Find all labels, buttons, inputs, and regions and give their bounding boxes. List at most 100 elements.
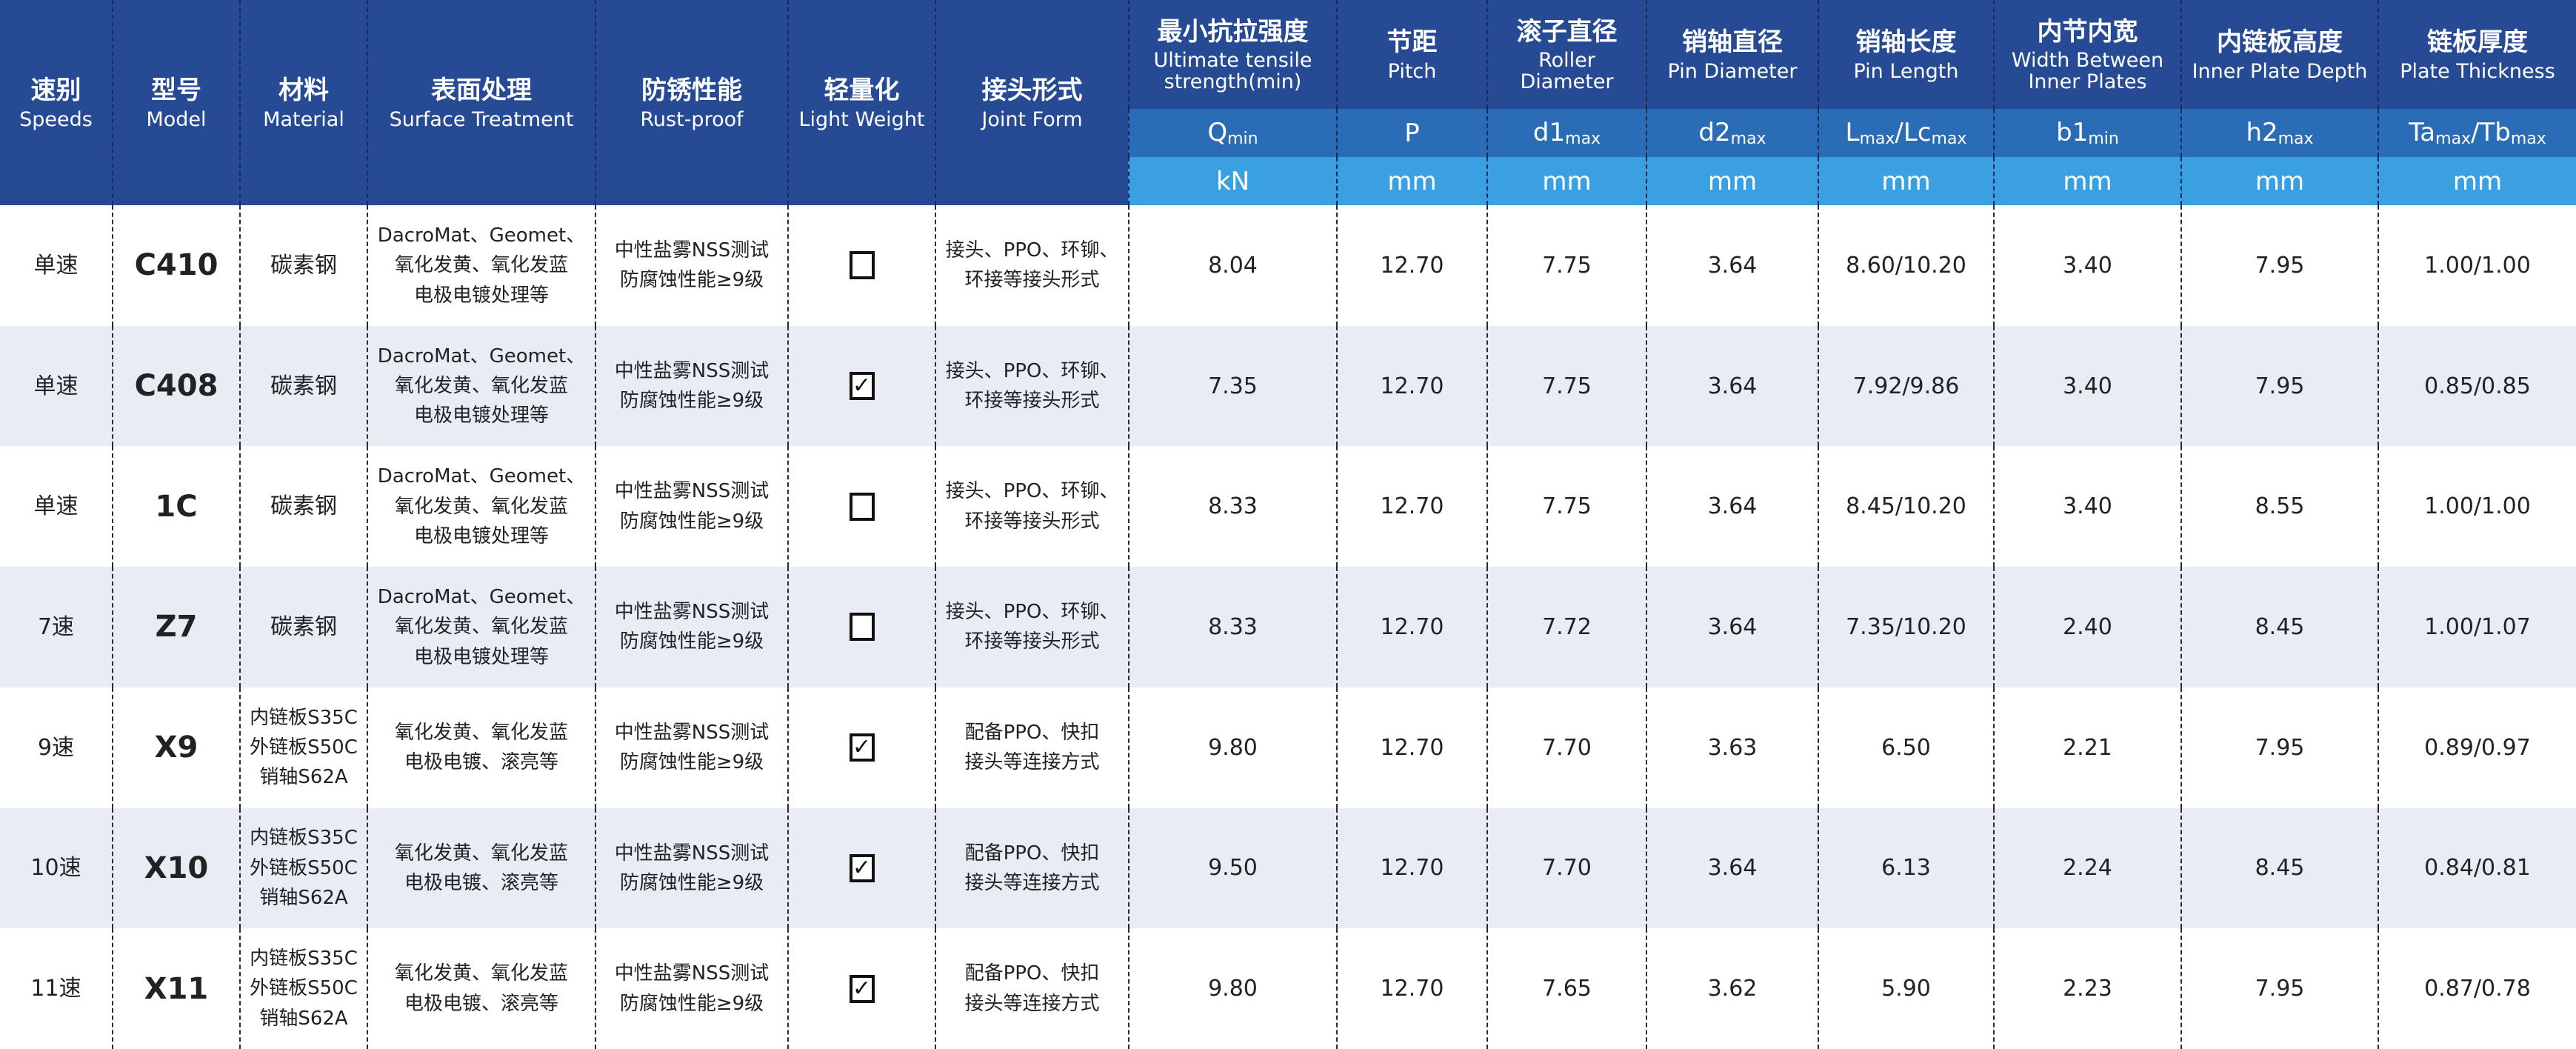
speed-text: 单速 <box>33 252 79 279</box>
checked-checkbox-icon: ✓ <box>849 372 875 401</box>
header-en: Light Weight <box>798 107 925 131</box>
cell-value-2: 7.75 <box>1486 205 1646 326</box>
cell-value-0: 9.80 <box>1128 928 1336 1049</box>
cell-value-6: 8.45 <box>2180 567 2378 687</box>
header-zh: 材料 <box>278 76 329 106</box>
cell-surface-treatment-line: 氧化发黄、氧化发蓝 <box>394 842 568 865</box>
value-text: 8.55 <box>2255 493 2305 520</box>
header-zh: 节距 <box>1387 27 1438 58</box>
cell-rust-proof-line: 中性盐雾NSS测试 <box>614 842 770 865</box>
cell-light-weight: ✓ <box>787 807 935 929</box>
cell-rust-proof-line: 中性盐雾NSS测试 <box>614 480 770 503</box>
column-header-width-between-inner-plates: 内节内宽 Width Between Inner Plates <box>1993 0 2180 109</box>
header-unit: mm <box>1993 157 2180 205</box>
cell-rust-proof-line: 中性盐雾NSS测试 <box>614 962 770 985</box>
cell-surface-treatment-line: 氧化发黄、氧化发蓝 <box>394 962 568 985</box>
cell-surface-treatment-line: DacroMat、Geomet、 <box>377 344 586 367</box>
value-text: 3.64 <box>1707 493 1758 520</box>
cell-surface-treatment-line: DacroMat、Geomet、 <box>377 586 586 609</box>
value-text: 7.72 <box>1542 613 1592 640</box>
cell-material-line: 销轴S62A <box>259 766 348 789</box>
cell-joint-form-line: 环接等接头形式 <box>964 510 1100 533</box>
cell-surface-treatment-line: 氧化发黄、氧化发蓝 <box>394 616 568 639</box>
cell-joint-form-line: 接头、PPO、环铆、 <box>945 601 1119 624</box>
model-text: X9 <box>154 730 198 765</box>
value-text: 1.00/1.07 <box>2424 613 2531 640</box>
cell-value-6: 8.55 <box>2180 446 2378 567</box>
speed-text: 单速 <box>33 493 79 520</box>
value-text: 3.40 <box>2063 493 2112 520</box>
cell-value-0: 9.50 <box>1128 807 1336 929</box>
cell-surface-treatment-line: 电极电镀处理等 <box>413 645 549 668</box>
cell-value-7: 1.00/1.00 <box>2378 205 2576 326</box>
column-header-light-weight: 轻量化 Light Weight <box>787 0 935 205</box>
cell-surface-treatment-line: 电极电镀处理等 <box>413 524 549 547</box>
cell-material-line: 碳素钢 <box>270 252 337 279</box>
symbol-text: d1max <box>1533 118 1601 148</box>
cell-material-line: 内链板S35C <box>250 948 358 970</box>
value-text: 7.95 <box>2255 252 2305 279</box>
value-text: 1.00/1.00 <box>2424 493 2531 520</box>
cell-rust-proof-line: 中性盐雾NSS测试 <box>614 601 770 624</box>
header-en: Ultimate tensile strength(min) <box>1153 49 1312 93</box>
column-header-speeds: 速别 Speeds <box>0 0 112 205</box>
header-zh: 表面处理 <box>431 76 532 106</box>
cell-joint-form-line: 接头等连接方式 <box>964 751 1100 774</box>
cell-rust-proof-line: 中性盐雾NSS测试 <box>614 721 770 744</box>
value-text: 8.33 <box>1208 493 1258 520</box>
cell-light-weight <box>787 446 935 567</box>
cell-value-4: 6.13 <box>1818 807 1993 929</box>
value-text: 0.84/0.81 <box>2424 855 2531 882</box>
value-text: 8.04 <box>1208 252 1258 279</box>
value-text: 3.63 <box>1707 734 1758 761</box>
cell-rust-proof: 中性盐雾NSS测试 防腐蚀性能≥9级 <box>595 807 787 929</box>
cell-value-5: 2.40 <box>1993 567 2180 687</box>
value-text: 7.70 <box>1542 855 1592 882</box>
value-text: 12.70 <box>1380 976 1444 1002</box>
cell-value-0: 8.33 <box>1128 446 1336 567</box>
column-header-pin-length: 销轴长度 Pin Length <box>1818 0 1993 109</box>
cell-model: 1C <box>112 446 239 567</box>
cell-material-line: 内链板S35C <box>250 827 358 850</box>
cell-value-2: 7.72 <box>1486 567 1646 687</box>
cell-material-line: 碳素钢 <box>270 373 337 399</box>
symbol-text: Qmin <box>1207 118 1258 148</box>
cell-value-7: 0.84/0.81 <box>2378 807 2576 929</box>
symbol-subscript: min <box>1227 130 1258 148</box>
cell-joint-form: 接头、PPO、环铆、 环接等接头形式 <box>935 446 1128 567</box>
cell-speed: 11速 <box>0 928 112 1049</box>
value-text: 9.80 <box>1208 976 1258 1002</box>
unchecked-checkbox-icon <box>849 492 875 521</box>
value-text: 7.75 <box>1542 252 1592 279</box>
cell-value-4: 6.50 <box>1818 687 1993 808</box>
cell-value-7: 0.87/0.78 <box>2378 928 2576 1049</box>
cell-surface-treatment-line: 氧化发黄、氧化发蓝 <box>394 374 568 397</box>
header-symbol: d2max <box>1646 109 1818 157</box>
cell-value-0: 8.04 <box>1128 205 1336 326</box>
speed-text: 10速 <box>30 855 81 882</box>
cell-model: C408 <box>112 325 239 447</box>
symbol-subscript: max <box>1859 130 1895 148</box>
cell-model: X11 <box>112 928 239 1049</box>
cell-value-2: 7.70 <box>1486 687 1646 808</box>
cell-value-3: 3.64 <box>1646 446 1818 567</box>
cell-light-weight: ✓ <box>787 325 935 447</box>
value-text: 8.60/10.20 <box>1846 252 1966 279</box>
header-en: Plate Thickness <box>2400 59 2555 83</box>
header-en: Joint Form <box>981 107 1083 131</box>
cell-speed: 单速 <box>0 325 112 447</box>
header-en: Material <box>263 107 344 131</box>
header-unit: mm <box>2378 157 2576 205</box>
value-text: 8.33 <box>1208 613 1258 640</box>
header-unit: mm <box>1646 157 1818 205</box>
speed-text: 7速 <box>37 613 75 640</box>
model-text: C408 <box>134 369 218 404</box>
cell-value-0: 7.35 <box>1128 325 1336 447</box>
cell-value-3: 3.63 <box>1646 687 1818 808</box>
cell-value-2: 7.75 <box>1486 325 1646 447</box>
cell-value-2: 7.75 <box>1486 446 1646 567</box>
cell-speed: 9速 <box>0 687 112 808</box>
cell-surface-treatment-line: 电极电镀、滚亮等 <box>404 992 558 1015</box>
cell-value-5: 3.40 <box>1993 446 2180 567</box>
cell-value-5: 3.40 <box>1993 325 2180 447</box>
